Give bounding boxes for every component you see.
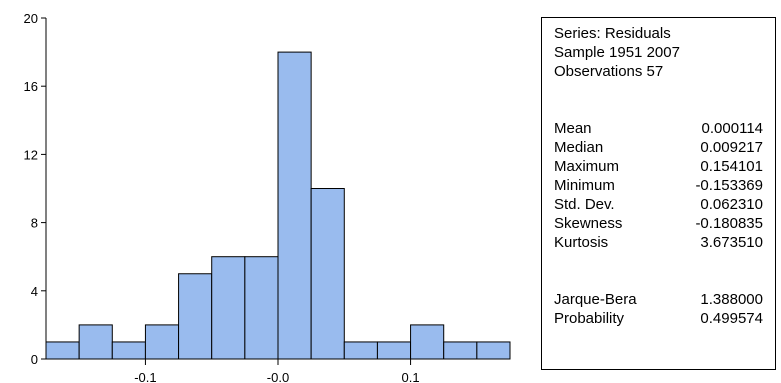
stat-label: Minimum [554, 177, 615, 194]
histogram-bar-12 [443, 341, 478, 360]
y-axis: 0 4 8 12 16 20 [24, 11, 47, 367]
stat-label: Mean [554, 120, 592, 137]
histogram-bar-2 [111, 341, 146, 360]
y-tick-label: 0 [31, 352, 38, 367]
series-name: Series: Residuals [554, 25, 671, 42]
stat-value: 3.673510 [700, 234, 763, 251]
statistics-panel: Series: Residuals Sample 1951 2007 Obser… [541, 17, 776, 370]
stat-row-maximum: Maximum 0.154101 [554, 157, 763, 177]
stat-value: 0.000114 [701, 120, 763, 137]
histogram-bar-10 [376, 341, 412, 360]
stat-label: Skewness [554, 215, 623, 232]
stat-row-minimum: Minimum -0.153369 [554, 176, 763, 196]
histogram-bars [45, 51, 511, 360]
histogram-bar-11 [410, 324, 445, 360]
y-tick-label: 20 [24, 11, 38, 26]
histogram-chart: -0.1 -0.0 0.1 0 4 8 12 16 20 [24, 11, 511, 383]
stat-row-kurtosis: Kurtosis 3.673510 [554, 233, 763, 253]
stat-value: 0.062310 [700, 196, 763, 213]
x-axis: -0.1 -0.0 0.1 [46, 358, 510, 383]
histogram-bar-0 [45, 341, 80, 360]
stat-value: 0.154101 [700, 158, 763, 175]
stat-label: Median [554, 139, 604, 156]
stat-value: 0.009217 [700, 139, 763, 156]
stat-value: -0.153369 [695, 177, 763, 194]
x-tick-label: -0.0 [267, 370, 289, 383]
stat-label: Kurtosis [554, 234, 609, 251]
stat-value: 0.499574 [700, 310, 763, 327]
stat-label: Jarque-Bera [554, 291, 637, 308]
histogram-bar-9 [343, 341, 378, 360]
stat-value: 1.388000 [700, 291, 763, 308]
histogram-bar-3 [144, 324, 180, 360]
stat-label: Maximum [554, 158, 620, 175]
x-tick-label: 0.1 [402, 370, 420, 383]
stat-row-probability: Probability 0.499574 [554, 309, 763, 329]
stat-row-mean: Mean 0.000114 [554, 119, 763, 139]
stat-row-skewness: Skewness -0.180835 [554, 214, 763, 234]
y-tick-label: 4 [31, 284, 38, 299]
stat-label: Std. Dev. [554, 196, 615, 213]
y-tick-label: 8 [31, 216, 38, 231]
histogram-bar-13 [476, 341, 511, 360]
histogram-bar-5 [211, 256, 246, 360]
histogram-bar-4 [178, 273, 213, 360]
x-tick-label: -0.1 [134, 370, 156, 383]
sample-range: Sample 1951 2007 [554, 44, 680, 61]
stat-row-median: Median 0.009217 [554, 138, 763, 158]
histogram-bar-6 [244, 256, 279, 360]
histogram-bar-7 [277, 51, 312, 360]
y-tick-label: 16 [24, 79, 38, 94]
stat-row-std-dev: Std. Dev. 0.062310 [554, 195, 763, 215]
histogram-bar-1 [78, 324, 113, 360]
histogram-bar-8 [310, 188, 345, 360]
y-tick-label: 12 [24, 147, 38, 162]
observations-count: Observations 57 [554, 63, 664, 80]
stat-row-jarque-bera: Jarque-Bera 1.388000 [554, 290, 763, 310]
stat-value: -0.180835 [695, 215, 763, 232]
stat-label: Probability [554, 310, 625, 327]
